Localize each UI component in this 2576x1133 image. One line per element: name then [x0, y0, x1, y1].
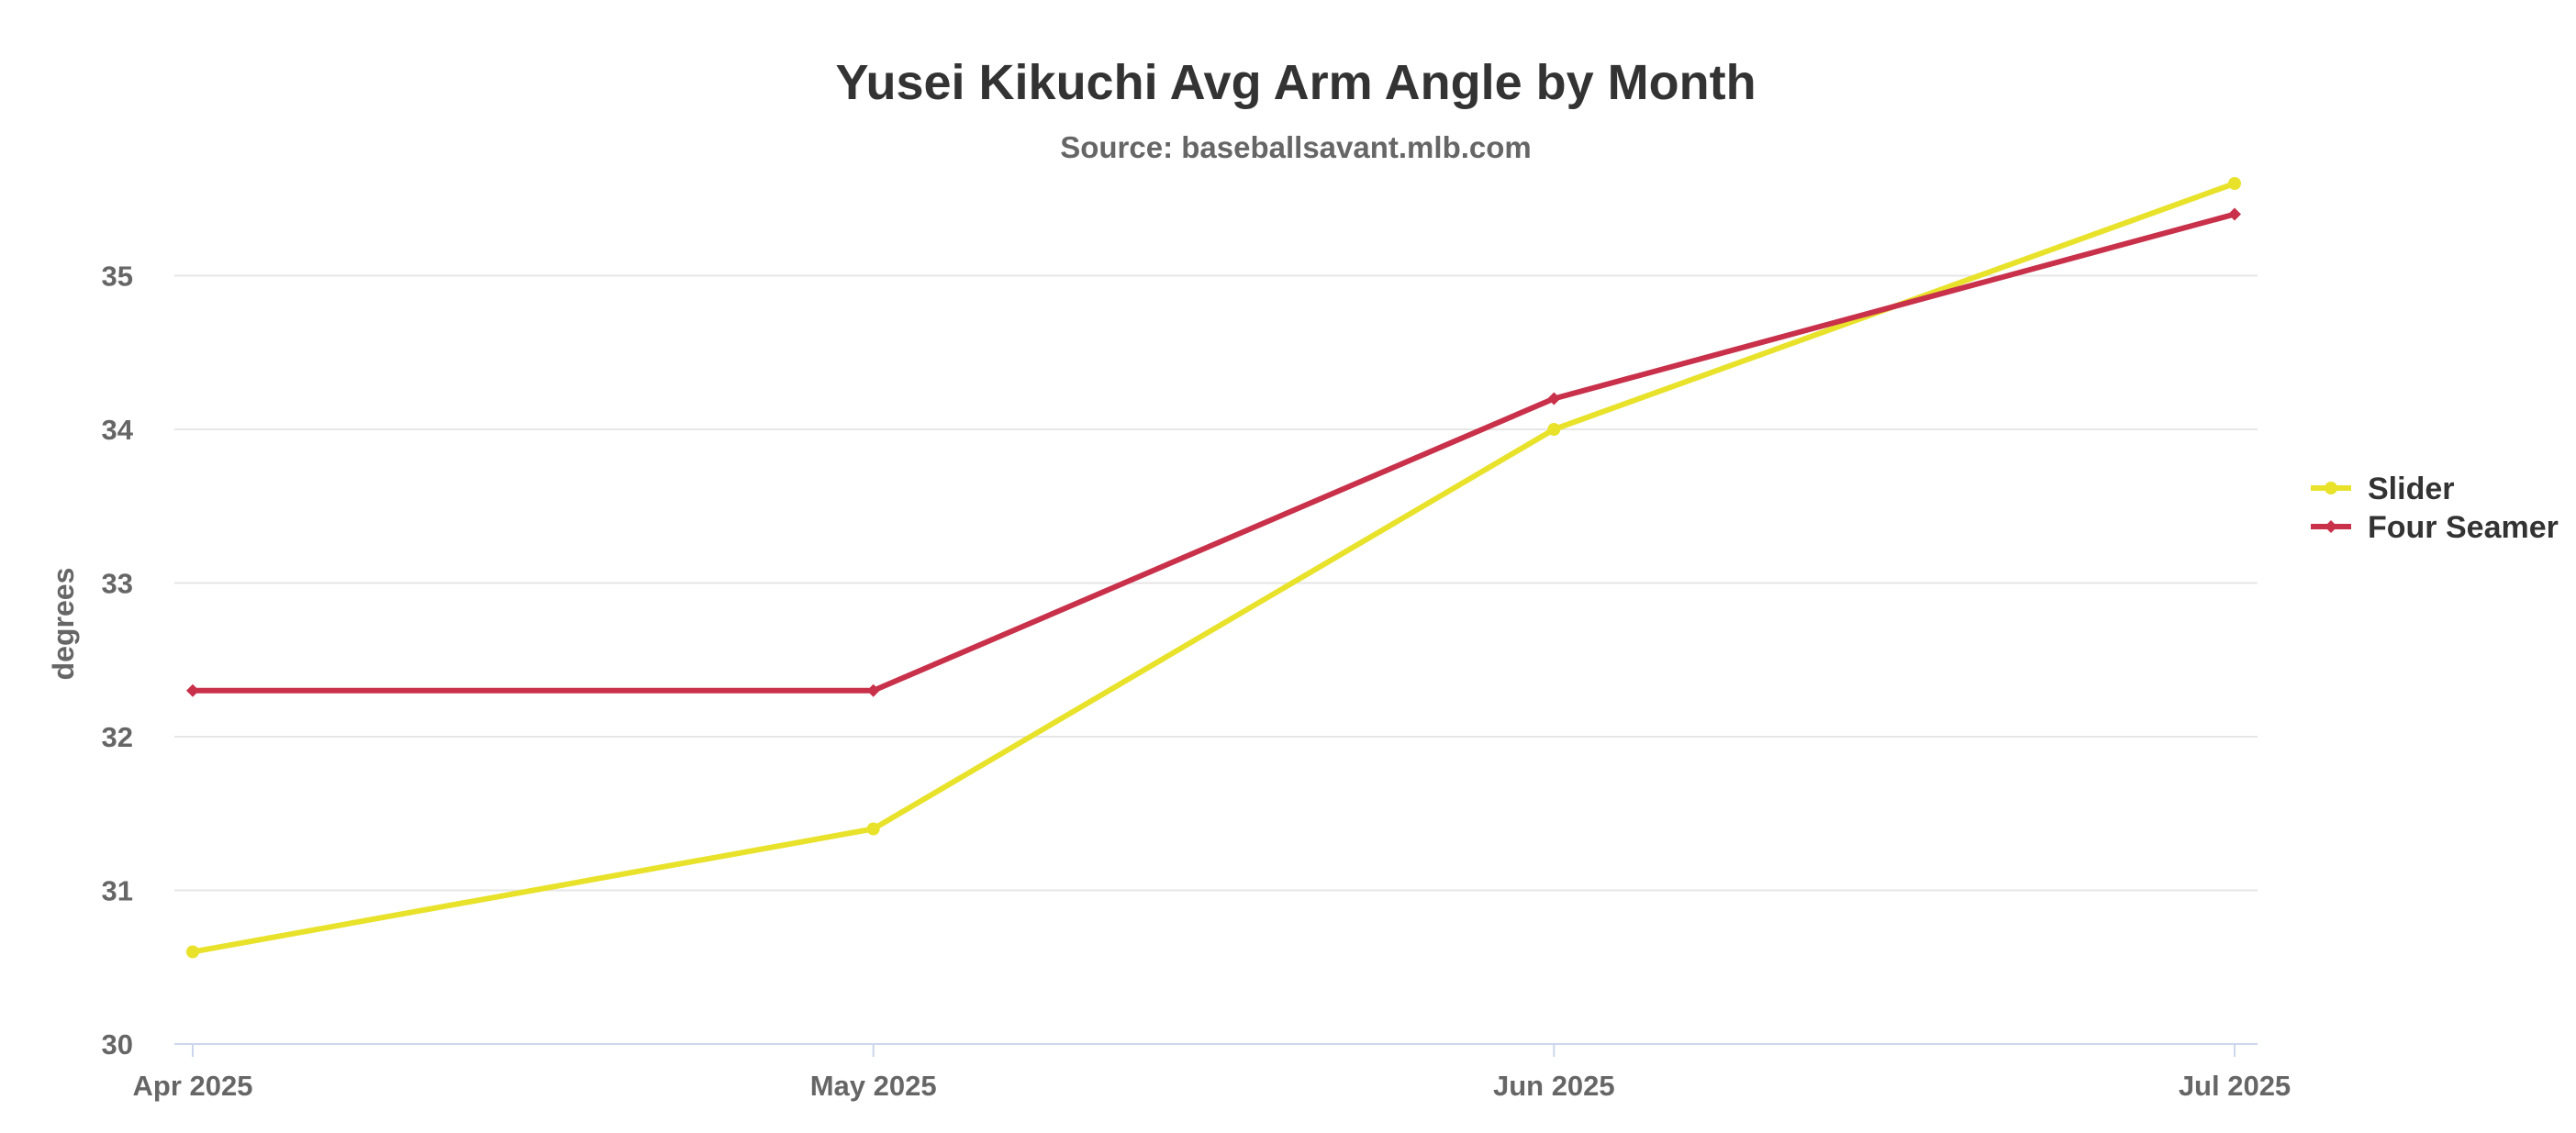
y-tick-label: 32 — [102, 721, 133, 753]
x-axis-ticks: Apr 2025 May 2025 Jun 2025 Jul 2025 — [133, 1044, 2291, 1102]
data-point[interactable] — [186, 683, 199, 697]
legend-item[interactable]: Four Seamer — [2311, 510, 2559, 545]
y-tick-label: 31 — [102, 875, 133, 907]
x-tick-label: Apr 2025 — [133, 1070, 253, 1102]
chart-title: Yusei Kikuchi Avg Arm Angle by Month — [835, 55, 1756, 110]
series-line[interactable] — [190, 211, 2237, 694]
legend-item[interactable]: Slider — [2311, 472, 2454, 506]
y-tick-label: 34 — [102, 414, 134, 446]
data-point[interactable] — [866, 822, 880, 836]
x-tick-label: Jun 2025 — [1493, 1070, 1615, 1102]
y-tick-label: 30 — [102, 1028, 133, 1061]
y-tick-label: 35 — [102, 261, 133, 293]
legend-label: Slider — [2368, 472, 2454, 506]
legend-label: Four Seamer — [2368, 510, 2559, 545]
x-tick-label: Jul 2025 — [2179, 1070, 2291, 1102]
chart-subtitle: Source: baseballsavant.mlb.com — [1060, 130, 1532, 164]
data-point[interactable] — [866, 683, 880, 697]
data-point[interactable] — [186, 945, 199, 959]
legend-marker — [2325, 482, 2337, 494]
data-point[interactable] — [2228, 207, 2241, 221]
y-tick-label: 33 — [102, 568, 133, 600]
series-lines — [186, 177, 2241, 959]
data-point[interactable] — [1547, 423, 1561, 436]
data-point[interactable] — [1547, 392, 1561, 405]
legend[interactable]: Slider Four Seamer — [2311, 472, 2559, 545]
y-axis-title: degrees — [47, 568, 80, 681]
legend-marker — [2325, 520, 2337, 533]
y-axis-ticks: 30 31 32 33 34 35 — [102, 261, 134, 1061]
x-tick-label: May 2025 — [810, 1070, 937, 1102]
grid-lines — [174, 274, 2258, 1045]
data-point[interactable] — [2228, 177, 2241, 190]
series-four-seamer[interactable] — [186, 207, 2241, 697]
